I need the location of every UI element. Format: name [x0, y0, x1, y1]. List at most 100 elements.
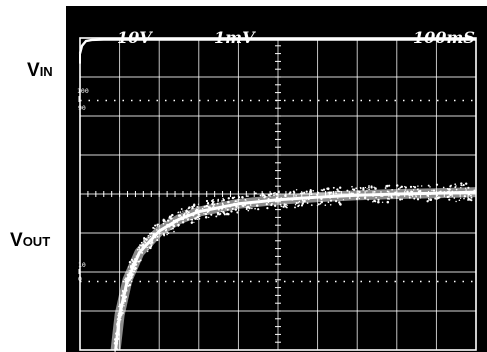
vout-noise-dot [300, 204, 304, 207]
vout-noise-dot [169, 217, 173, 220]
vout-noise-dot [375, 196, 377, 199]
vout-noise-dot [126, 281, 129, 284]
vout-noise-dot [121, 306, 123, 309]
vout-noise-dot [184, 210, 186, 212]
vout-noise-dot [162, 222, 165, 225]
vout-noise-dot [127, 266, 130, 268]
vout-noise-dot [408, 194, 411, 197]
vout-noise-dot [196, 218, 199, 220]
vout-noise-dot [351, 185, 353, 188]
vout-noise-dot [381, 201, 384, 204]
vout-noise-dot [150, 245, 153, 248]
vout-noise-dot [412, 185, 415, 188]
vout-noise-dot [171, 227, 174, 230]
vout-noise-dot [328, 192, 331, 196]
vout-noise-dot [280, 197, 282, 200]
vout-noise-dot [132, 260, 134, 263]
vout-noise-dot [220, 207, 224, 210]
vout-noise-dot [151, 239, 154, 242]
vout-noise-dot [208, 207, 211, 210]
vout-noise-dot [180, 208, 183, 210]
vout-noise-dot [154, 224, 157, 227]
vout-noise-dot [177, 225, 179, 227]
vout-noise-dot [180, 215, 182, 218]
vout-noise-dot [317, 191, 320, 194]
vout-noise-dot [144, 241, 147, 244]
vout-noise-dot [358, 190, 361, 194]
vout-noise-dot [465, 182, 468, 185]
vout-noise-dot [355, 197, 359, 201]
vout-noise-dot [117, 333, 120, 336]
vout-noise-dot [128, 269, 130, 272]
vout-noise-dot [116, 318, 119, 321]
vout-noise-dot [309, 189, 312, 192]
vout-noise-dot [357, 195, 359, 198]
vout-noise-dot [205, 199, 209, 203]
vout-noise-dot [158, 223, 160, 225]
vout-noise-dot [237, 195, 240, 198]
vout-noise-dot [324, 204, 327, 206]
vout-noise-dot [212, 199, 215, 201]
vout-noise-dot [328, 196, 332, 199]
vout-noise-dot [118, 305, 120, 308]
vout-noise-dot [160, 228, 163, 231]
vout-noise-dot [135, 255, 137, 257]
vin-trace [78, 38, 476, 54]
vout-noise-dot [287, 197, 290, 200]
vout-noise-dot [351, 188, 354, 191]
vout-noise-dot [124, 286, 126, 288]
vout-noise-dot [312, 189, 315, 192]
vout-noise-dot [185, 209, 188, 212]
vout-noise-dot [225, 208, 227, 210]
vout-noise-dot [416, 198, 420, 201]
vout-noise-dot [167, 232, 170, 235]
vout-noise-dot [467, 197, 470, 201]
vin-label: VIN [27, 60, 53, 82]
vout-noise-dot [230, 210, 233, 213]
vout-noise-dot [155, 237, 157, 239]
vout-noise-dot [114, 342, 117, 346]
vout-noise-dot [451, 190, 454, 193]
vout-noise-dot [284, 194, 287, 197]
vout-noise-dot [172, 219, 175, 222]
vout-noise-dot [366, 193, 369, 196]
vout-noise-dot [431, 189, 433, 192]
vout-noise-dot [211, 206, 214, 210]
vout-noise-dot [245, 199, 247, 201]
vout-noise-dot [329, 204, 332, 206]
vout-noise-dot [404, 186, 407, 189]
vout-noise-dot [197, 203, 200, 205]
vout-noise-dot [410, 194, 412, 196]
vout-noise-dot [185, 216, 188, 219]
vout-noise-dot [187, 211, 190, 214]
vout-noise-dot [373, 193, 376, 196]
vout-noise-dot [158, 225, 161, 227]
vout-noise-dot [464, 190, 467, 193]
vout-noise-dot [135, 257, 138, 259]
vout-noise-dot [162, 228, 165, 230]
vout-noise-dot [334, 199, 338, 203]
vout-noise-dot [265, 203, 268, 206]
vout-noise-dot [176, 221, 179, 223]
vout-noise-dot [141, 249, 144, 252]
vout-noise-dot [399, 198, 402, 201]
marker-100: 100 [77, 87, 89, 95]
vout-noise-dot [114, 350, 116, 352]
vout-noise-dot [207, 205, 210, 209]
vout-noise-dot [388, 184, 391, 187]
volts-per-div-bottom: 1mV [214, 28, 256, 47]
vout-noise-dot [426, 200, 429, 203]
vout-noise-dot [291, 198, 294, 201]
vout-noise-dot [321, 195, 324, 198]
graticule [78, 37, 477, 351]
vout-noise-dot [208, 216, 210, 219]
marker-10: 10 [78, 261, 86, 269]
vout-noise-dot [219, 213, 222, 215]
vout-noise-dot [162, 219, 165, 222]
vout-noise-dot [435, 183, 439, 186]
vout-noise-dot [262, 200, 265, 202]
vout-noise-dot [163, 234, 166, 237]
vout-noise-dot [320, 197, 323, 201]
vout-noise-dot [125, 279, 128, 283]
vout-noise-dot [222, 203, 224, 206]
